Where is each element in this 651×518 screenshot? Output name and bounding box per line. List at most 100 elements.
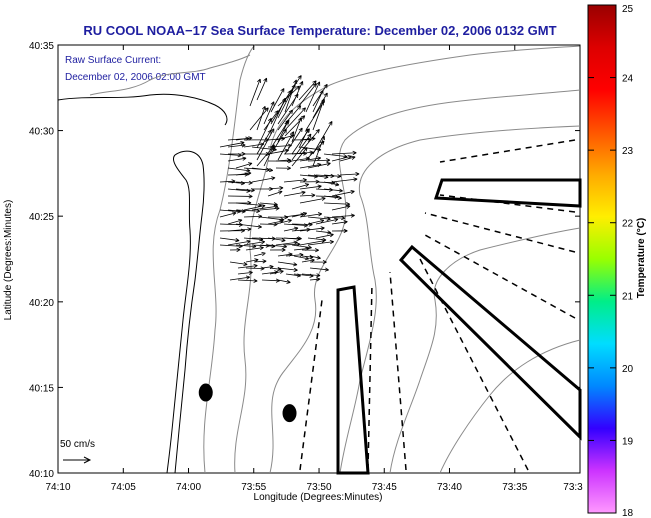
current-vector [309, 259, 327, 265]
current-vector [312, 98, 326, 131]
x-tick-label: 74:00 [176, 482, 201, 493]
colorbar-tick-label: 24 [622, 74, 634, 85]
current-vector [235, 180, 253, 185]
radial-line [439, 194, 576, 213]
x-tick-label: 74:10 [45, 482, 70, 493]
current-vector [285, 252, 304, 258]
current-vector [315, 217, 339, 225]
current-vector [256, 105, 266, 131]
y-axis: 40:10 40:15 40:20 40:25 40:30 40:35 [29, 41, 580, 480]
current-vector [293, 255, 310, 261]
current-vector [267, 237, 286, 243]
contour-line [269, 89, 581, 474]
current-vector [291, 212, 308, 218]
current-vector [267, 148, 290, 155]
current-vector [323, 195, 342, 200]
current-vector [227, 227, 252, 232]
current-vector [315, 233, 334, 239]
current-vector [312, 90, 324, 113]
current-vector [235, 171, 252, 176]
current-vector [307, 158, 331, 163]
current-vector [291, 117, 302, 143]
current-vector [331, 150, 357, 156]
x-tick-label: 73:35 [502, 482, 527, 493]
radial-lines [299, 139, 576, 471]
coastline-north [57, 93, 228, 126]
radial-line [367, 282, 373, 471]
annotation-line-2: December 02, 2006 02:00 GMT [65, 72, 206, 83]
current-vector [299, 156, 322, 162]
current-vector [305, 81, 321, 113]
radial-line [417, 254, 529, 471]
scale-label: 50 cm/s [60, 439, 95, 450]
current-vector [256, 128, 275, 161]
colorbar [587, 4, 617, 514]
current-vector [269, 269, 284, 275]
current-vector [267, 190, 283, 197]
x-tick-label: 74:05 [111, 482, 136, 493]
current-vector [284, 107, 306, 131]
current-vector [243, 240, 266, 246]
current-vector [227, 143, 246, 148]
colorbar-ticks: 18 19 20 21 22 23 24 25 [588, 4, 634, 518]
current-vector [277, 85, 300, 107]
coastline [57, 93, 228, 474]
y-tick-label: 40:35 [29, 41, 54, 52]
current-vector [307, 161, 331, 169]
current-vector [267, 143, 292, 148]
colorbar-tick-label: 19 [622, 436, 634, 447]
current-vector [299, 212, 323, 218]
current-vector [283, 190, 306, 197]
current-vector [291, 150, 314, 155]
x-tick-label: 73:55 [241, 482, 266, 493]
current-vector [307, 239, 334, 246]
current-vector [275, 158, 291, 163]
radial-line [424, 212, 576, 253]
zone-south [336, 285, 370, 475]
x-tick-label: 73:50 [307, 482, 332, 493]
y-tick-label: 40:10 [29, 469, 54, 480]
current-vector [299, 136, 316, 141]
current-vector [270, 88, 285, 113]
current-vector [227, 194, 253, 199]
current-vector [270, 97, 286, 131]
current-vector [227, 218, 243, 225]
x-tick-label: 73:45 [372, 482, 397, 493]
scale-arrow [63, 456, 92, 464]
current-vector [291, 183, 310, 190]
chart-title: RU COOL NOAA−17 Sea Surface Temperature:… [83, 23, 556, 38]
current-vector [256, 117, 272, 149]
current-vector [299, 196, 326, 204]
current-vector [331, 204, 351, 211]
radial-line [439, 139, 576, 163]
y-axis-label: Latitude (Degrees:Minutes) [3, 200, 14, 321]
current-vector [331, 220, 348, 225]
current-vector [259, 206, 280, 211]
current-vector [235, 188, 255, 193]
current-vector [277, 93, 299, 125]
current-vector [312, 83, 328, 107]
y-tick-label: 40:20 [29, 298, 54, 309]
current-vector [331, 177, 358, 183]
current-vector [315, 230, 332, 235]
colorbar-tick-label: 22 [622, 219, 634, 230]
buoy-marker [282, 404, 297, 423]
buoy-marker [198, 383, 213, 402]
current-vector [277, 261, 298, 267]
current-vector [275, 218, 292, 225]
x-tick-label: 73:3 [563, 482, 583, 493]
current-vectors [219, 75, 360, 284]
current-vector [229, 247, 241, 252]
current-vector [307, 219, 325, 225]
current-vector [339, 171, 360, 177]
current-vector [301, 273, 321, 278]
current-vector [237, 278, 258, 283]
current-vector [299, 226, 325, 232]
current-vector [227, 156, 247, 162]
colorbar-tick-label: 23 [622, 146, 634, 157]
current-vector [219, 237, 240, 243]
current-vector [291, 128, 310, 155]
current-vector [249, 78, 261, 107]
current-vector [251, 146, 277, 152]
